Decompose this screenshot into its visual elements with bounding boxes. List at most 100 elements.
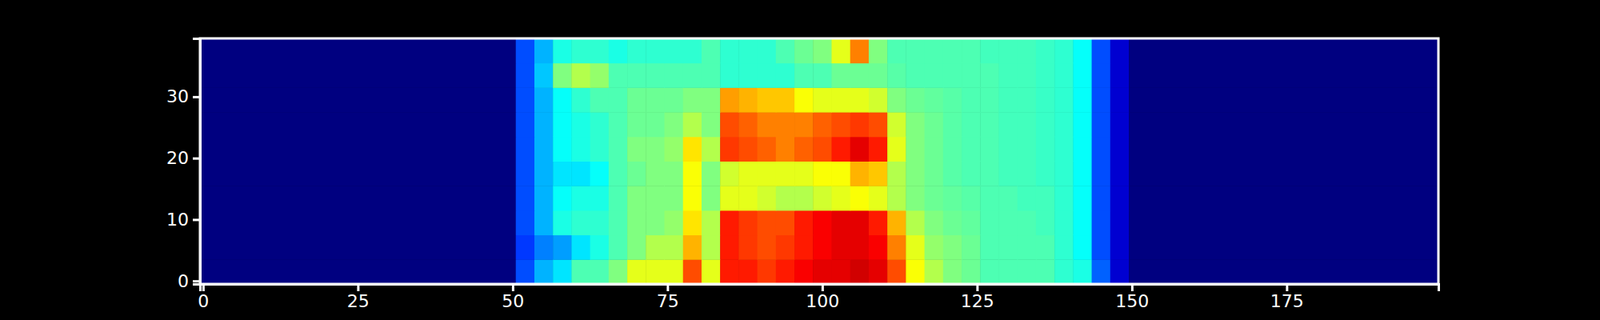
heatmap-cell bbox=[794, 185, 814, 211]
heatmap-cell bbox=[590, 87, 610, 112]
heatmap-cell bbox=[701, 185, 721, 211]
heatmap-cell bbox=[943, 136, 963, 162]
heatmap-cell bbox=[571, 63, 591, 88]
heatmap-cell bbox=[720, 63, 740, 88]
heatmap-cell bbox=[200, 136, 516, 162]
heatmap-cell bbox=[998, 136, 1018, 162]
heatmap-cell bbox=[757, 38, 777, 64]
heatmap-cell bbox=[664, 63, 684, 88]
heatmap-cell bbox=[664, 210, 684, 236]
heatmap-cell bbox=[1054, 38, 1074, 64]
heatmap-cell bbox=[552, 63, 572, 88]
heatmap-cell bbox=[534, 210, 554, 236]
heatmap-cell bbox=[924, 112, 944, 137]
heatmap-cell bbox=[1128, 185, 1439, 211]
heatmap-cell bbox=[868, 210, 888, 236]
heatmap-cell bbox=[998, 210, 1018, 236]
heatmap-cell bbox=[776, 136, 796, 162]
heatmap-cell bbox=[794, 259, 814, 284]
tick-label: 0 bbox=[197, 291, 209, 312]
heatmap-cell bbox=[850, 136, 870, 162]
heatmap-cell bbox=[552, 259, 572, 284]
heatmap-cell bbox=[924, 210, 944, 236]
heatmap-cell bbox=[812, 63, 832, 88]
heatmap-cell bbox=[980, 38, 1000, 64]
heatmap-cell bbox=[683, 259, 703, 284]
heatmap-cell bbox=[812, 136, 832, 162]
heatmap-cell bbox=[645, 112, 665, 137]
heatmap-cell bbox=[812, 235, 832, 260]
heatmap-cell bbox=[887, 136, 907, 162]
heatmap-cell bbox=[1110, 38, 1130, 64]
heatmap-cell bbox=[571, 185, 591, 211]
heatmap-cell bbox=[868, 38, 888, 64]
heatmap-cell bbox=[831, 136, 851, 162]
heatmap-cell bbox=[200, 259, 516, 284]
heatmap-cell bbox=[1017, 185, 1037, 211]
heatmap-cell bbox=[683, 87, 703, 112]
heatmap-cell bbox=[552, 185, 572, 211]
heatmap-cell bbox=[1036, 235, 1056, 260]
heatmap-cell bbox=[850, 161, 870, 187]
heatmap-cell bbox=[924, 87, 944, 112]
heatmap-cell bbox=[516, 259, 536, 284]
heatmap-cell bbox=[1036, 112, 1056, 137]
heatmap-cell bbox=[961, 259, 981, 284]
heatmap-cell bbox=[571, 259, 591, 284]
heatmap-cell bbox=[608, 87, 628, 112]
heatmap-cell bbox=[905, 259, 925, 284]
heatmap-cell bbox=[608, 185, 628, 211]
heatmap-cell bbox=[905, 112, 925, 137]
heatmap-cell bbox=[738, 210, 758, 236]
heatmap-cell bbox=[627, 87, 647, 112]
heatmap-cell bbox=[794, 161, 814, 187]
heatmap-cell bbox=[701, 161, 721, 187]
heatmap-cell bbox=[850, 210, 870, 236]
heatmap-cell bbox=[961, 161, 981, 187]
heatmap-cell bbox=[961, 185, 981, 211]
heatmap-cell bbox=[961, 87, 981, 112]
heatmap-cell bbox=[738, 185, 758, 211]
heatmap-cell bbox=[998, 259, 1018, 284]
heatmap-cell bbox=[552, 38, 572, 64]
heatmap-cell bbox=[645, 38, 665, 64]
heatmap-cell bbox=[590, 136, 610, 162]
heatmap-cell bbox=[1036, 161, 1056, 187]
tick-label: 0 bbox=[177, 271, 189, 292]
tick: 25 bbox=[347, 284, 370, 312]
heatmap-cell bbox=[720, 136, 740, 162]
heatmap-cell bbox=[590, 235, 610, 260]
heatmap-cell bbox=[1110, 185, 1130, 211]
heatmap-cell bbox=[868, 161, 888, 187]
heatmap-cell bbox=[1110, 87, 1130, 112]
heatmap-cell bbox=[887, 87, 907, 112]
heatmap-cell bbox=[1128, 38, 1439, 64]
tick-label: 100 bbox=[805, 291, 840, 312]
heatmap-cell bbox=[664, 38, 684, 64]
heatmap-cell bbox=[757, 210, 777, 236]
heatmap-cell bbox=[961, 210, 981, 236]
tick-label: 25 bbox=[347, 291, 370, 312]
heatmap-cell bbox=[961, 112, 981, 137]
heatmap-cell bbox=[516, 87, 536, 112]
heatmap-cell bbox=[516, 161, 536, 187]
heatmap-cell bbox=[1017, 87, 1037, 112]
heatmap-cell bbox=[1128, 161, 1439, 187]
heatmap-cell bbox=[943, 210, 963, 236]
heatmap-cell bbox=[534, 87, 554, 112]
heatmap-cell bbox=[627, 161, 647, 187]
heatmap-cell bbox=[1054, 63, 1074, 88]
heatmap-cell bbox=[1072, 161, 1092, 187]
heatmap-cell bbox=[850, 112, 870, 137]
heatmap-cells bbox=[200, 38, 1439, 284]
heatmap-cell bbox=[534, 38, 554, 64]
heatmap-cell bbox=[608, 136, 628, 162]
heatmap-cell bbox=[776, 235, 796, 260]
heatmap-cell bbox=[1092, 112, 1112, 137]
heatmap-cell bbox=[1110, 161, 1130, 187]
heatmap-cell bbox=[645, 63, 665, 88]
heatmap-cell bbox=[961, 63, 981, 88]
heatmap-cell bbox=[534, 136, 554, 162]
heatmap-cell bbox=[701, 112, 721, 137]
heatmap-cell bbox=[608, 38, 628, 64]
